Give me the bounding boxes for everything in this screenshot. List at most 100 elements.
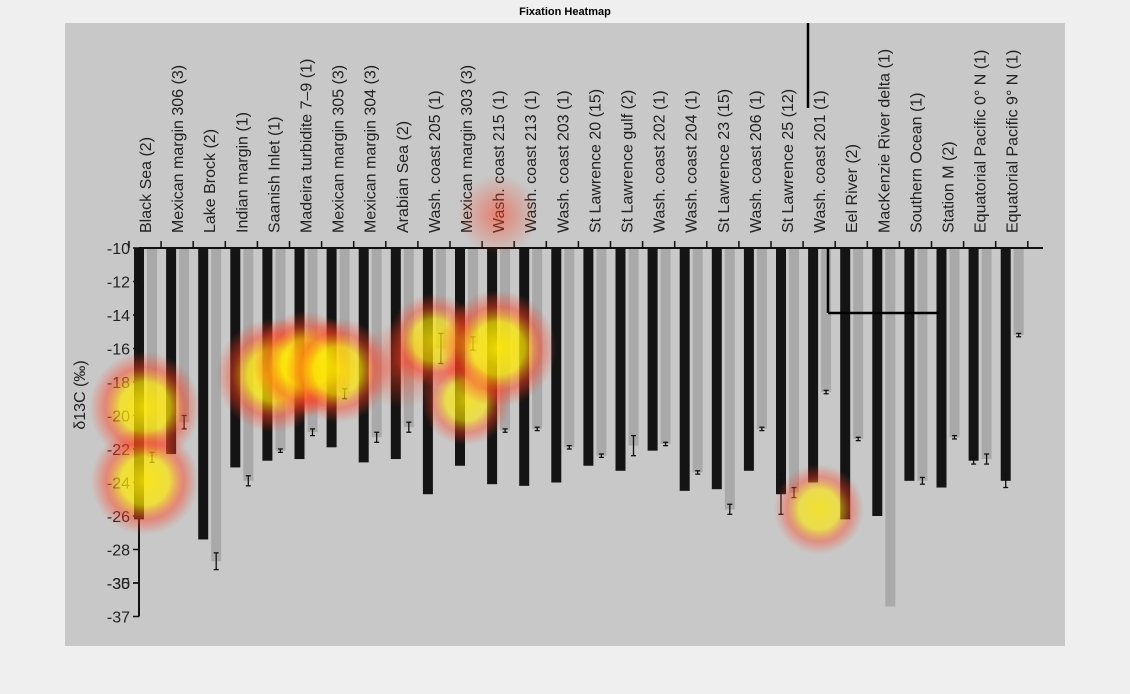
bar: [647, 248, 658, 451]
bar: [821, 248, 832, 393]
category-label: Wash. coast 205 (1): [427, 90, 444, 233]
bar: [711, 248, 722, 490]
bar: [679, 248, 690, 491]
fixation-blob: [439, 290, 557, 407]
category-label: Saanish Inlet (1): [266, 116, 283, 233]
bar: [756, 248, 767, 429]
bar: [936, 248, 947, 488]
bar: [743, 248, 754, 471]
bar: [808, 248, 819, 483]
fixation-blob: [91, 426, 199, 535]
y-tick-label: -35: [107, 576, 130, 593]
bar: [917, 248, 928, 481]
error-bar: [534, 426, 540, 432]
category-label: St Lawrence gulf (2): [620, 90, 637, 233]
y-tick-label: -28: [107, 543, 130, 560]
y-tick-label: -12: [107, 275, 130, 292]
bar: [885, 583, 896, 607]
heatmap-layer: [89, 174, 865, 555]
error-bar: [566, 444, 572, 450]
error-bar: [971, 456, 977, 465]
bar: [564, 248, 575, 448]
bar: [551, 248, 562, 483]
bar: [949, 248, 960, 438]
category-label: Mexican margin 306 (3): [170, 65, 187, 233]
error-bar: [663, 441, 669, 447]
error-bar: [952, 434, 957, 440]
error-bar: [1016, 332, 1022, 338]
bar: [840, 248, 851, 520]
bar: [615, 248, 626, 471]
y-tick-label: -30: [107, 576, 130, 593]
fixation-blob: [457, 174, 539, 255]
bar: [1000, 248, 1011, 481]
bar: [904, 248, 915, 481]
category-label: Wash. coast 202 (1): [652, 90, 669, 233]
category-label: Arabian Sea (2): [395, 121, 412, 233]
error-bar: [1003, 473, 1009, 489]
category-label: Madeira turbidite 7–9 (1): [299, 59, 316, 233]
error-bar: [855, 436, 861, 442]
error-bar: [759, 426, 765, 432]
category-label: Lake Brock (2): [202, 129, 219, 233]
plot-area: -10-12-14-16-18-20-22-24-26-28-30-35-37δ…: [65, 23, 1065, 646]
category-label: Wash. coast 206 (1): [748, 90, 765, 233]
y-axis-label: δ13C (‰): [72, 360, 89, 429]
error-bar: [695, 470, 701, 475]
error-bar: [631, 434, 636, 457]
error-bar: [406, 421, 412, 433]
category-label: Black Sea (2): [138, 137, 155, 233]
bar: [981, 248, 992, 460]
bar: [692, 248, 703, 473]
category-label: Station M (2): [941, 141, 958, 233]
category-label: Southern Ocean (1): [908, 92, 925, 233]
bar: [853, 248, 864, 439]
category-label: St Lawrence 23 (15): [716, 89, 733, 233]
category-label: Wash. coast 204 (1): [684, 90, 701, 233]
bar: [885, 248, 896, 583]
bar: [211, 248, 222, 562]
error-bar: [245, 475, 251, 487]
error-bar: [502, 428, 508, 433]
category-label: St Lawrence 25 (12): [780, 89, 797, 233]
cursor-overlay: [806, 23, 939, 315]
y-tick-label: -16: [107, 342, 130, 359]
bar: [596, 248, 607, 456]
bar: [789, 248, 799, 493]
y-tick-label: -37: [107, 610, 130, 627]
error-bar: [919, 476, 925, 485]
category-label: Indian margin (1): [234, 112, 251, 233]
bar: [198, 248, 209, 540]
y-tick-label: -14: [107, 308, 130, 325]
bar-chart: -10-12-14-16-18-20-22-24-26-28-30-35-37δ…: [72, 23, 1043, 627]
bar: [166, 248, 177, 455]
fixation-blob: [774, 464, 865, 555]
bar: [872, 248, 883, 516]
bar: [968, 248, 979, 461]
error-bar: [374, 431, 380, 443]
bar: [179, 248, 190, 423]
bar: [660, 248, 671, 444]
category-label: Mexican margin 305 (3): [331, 65, 348, 233]
error-bar: [598, 453, 604, 459]
bar: [776, 248, 786, 495]
error-bar: [213, 552, 219, 571]
chart-title: Fixation Heatmap: [519, 6, 611, 18]
error-bar: [277, 448, 283, 454]
category-label: Mexican margin 304 (3): [363, 65, 380, 233]
error-bar: [310, 428, 315, 437]
y-tick-label: -10: [107, 241, 130, 258]
category-label: Wash. coast 201 (1): [812, 90, 829, 233]
bar: [628, 248, 639, 446]
category-label: Eel River (2): [844, 144, 861, 233]
bar: [724, 248, 735, 510]
bar: [1013, 248, 1024, 336]
category-label: Wash. coast 203 (1): [555, 90, 572, 233]
category-label: St Lawrence 20 (15): [587, 89, 604, 233]
category-label: MacKenzie River delta (1): [876, 49, 893, 233]
error-bar: [727, 503, 733, 515]
error-bar: [823, 389, 829, 395]
category-label: Equatorial Pacific 0° N (1): [973, 50, 990, 233]
bar: [583, 248, 594, 466]
category-label: Equatorial Pacific 9° N (1): [1005, 50, 1022, 233]
